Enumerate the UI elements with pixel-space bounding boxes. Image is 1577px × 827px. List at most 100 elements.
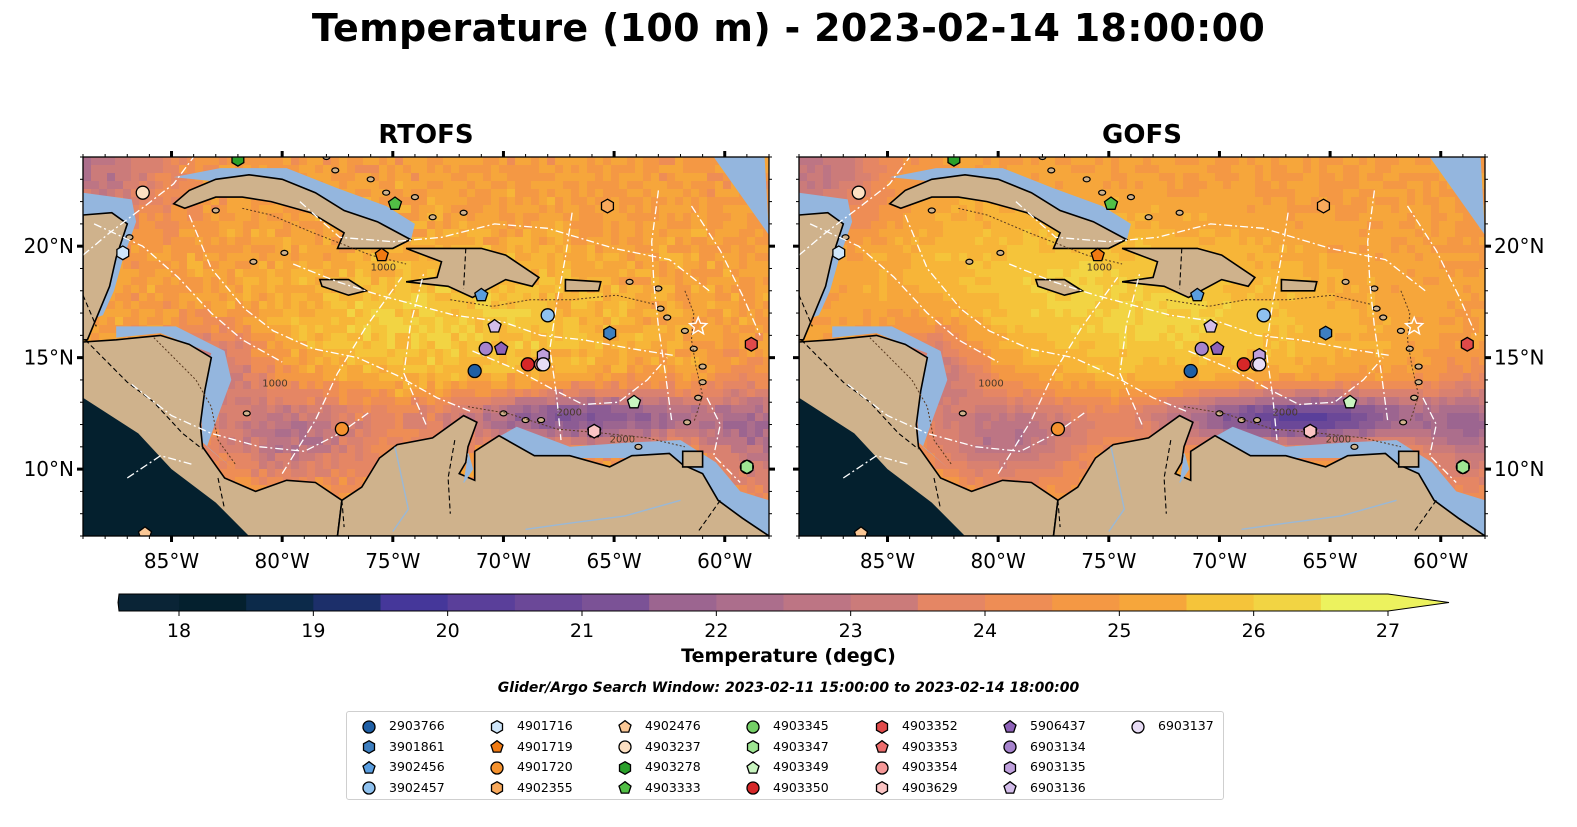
island bbox=[1414, 379, 1423, 386]
island bbox=[1372, 305, 1381, 312]
legend-label: 6903137 bbox=[1158, 718, 1214, 733]
legend-item-4901719: 4901719 bbox=[489, 737, 573, 757]
legend-marker-circle-icon bbox=[1003, 740, 1017, 754]
island bbox=[927, 207, 936, 214]
legend-symbol bbox=[1131, 719, 1145, 734]
contour-label: 2000 bbox=[557, 408, 582, 419]
island bbox=[1082, 176, 1091, 183]
island bbox=[280, 249, 289, 256]
land-mass bbox=[799, 211, 845, 341]
legend-symbol bbox=[875, 780, 889, 796]
island bbox=[1414, 363, 1423, 370]
legend-marker-circle-icon bbox=[490, 760, 504, 775]
legend-marker-circle-icon bbox=[362, 781, 376, 795]
legend-item-6903136: 6903136 bbox=[1002, 778, 1086, 798]
island bbox=[663, 314, 672, 321]
legend-label: 4903350 bbox=[773, 779, 829, 795]
colorbar-tick-label: 21 bbox=[570, 620, 594, 642]
island bbox=[499, 410, 508, 417]
panel-title-rtofs: RTOFS bbox=[378, 120, 474, 150]
eez-boundary bbox=[1008, 263, 1390, 357]
legend-item-4903333: 4903333 bbox=[617, 778, 701, 798]
colorbar-bin bbox=[246, 594, 314, 611]
legend-label: 4903349 bbox=[773, 759, 829, 774]
legend-label: 4902476 bbox=[645, 718, 701, 733]
lon-tick-label: 60°W bbox=[1413, 549, 1468, 573]
river bbox=[392, 446, 410, 532]
legend-item-4903352: 4903352 bbox=[874, 716, 958, 736]
legend-label: 4903354 bbox=[902, 759, 958, 774]
colorbar-bin bbox=[1119, 594, 1187, 611]
legend-item-3902457: 3902457 bbox=[361, 778, 445, 798]
float-marker-3901861 bbox=[1319, 325, 1333, 341]
eez-boundary bbox=[83, 157, 195, 256]
legend-label: 4903278 bbox=[645, 759, 701, 774]
colorbar-tick-label: 18 bbox=[167, 620, 191, 642]
legend-item-4903345: 4903345 bbox=[745, 716, 829, 736]
float-marker-4903347 bbox=[1456, 459, 1470, 475]
colorbar-bin bbox=[850, 594, 919, 611]
colorbar-bin bbox=[582, 594, 650, 611]
island bbox=[654, 285, 663, 292]
float-marker-4901720 bbox=[334, 421, 350, 437]
island bbox=[410, 194, 420, 201]
colorbar-tick-label: 20 bbox=[436, 620, 460, 642]
float-marker-4903237 bbox=[851, 185, 866, 200]
legend-marker-circle-icon bbox=[746, 719, 760, 734]
legend-label: 4903353 bbox=[902, 738, 958, 754]
country-border bbox=[83, 294, 97, 327]
colorbar-tick-label: 27 bbox=[1376, 620, 1400, 642]
island bbox=[1396, 327, 1406, 334]
legend-marker-pentagon-icon bbox=[875, 739, 889, 753]
land-mass bbox=[1034, 278, 1085, 297]
legend-label: 4902355 bbox=[517, 779, 573, 795]
contour-label: 1000 bbox=[371, 263, 396, 274]
contour-label: 2000 bbox=[1326, 434, 1351, 445]
land-mass bbox=[172, 173, 413, 250]
colorbar-bin bbox=[380, 594, 449, 611]
legend-item-6903134: 6903134 bbox=[1002, 737, 1086, 757]
island bbox=[1410, 394, 1419, 401]
island bbox=[459, 209, 468, 216]
float-marker-3902457 bbox=[540, 308, 555, 323]
legend-symbol bbox=[362, 739, 376, 755]
float-marker-6903137 bbox=[536, 357, 551, 372]
lon-tick-label: 65°W bbox=[586, 549, 641, 573]
legend-symbol bbox=[875, 760, 889, 775]
colorbar-tick-label: 22 bbox=[704, 620, 728, 642]
river bbox=[1108, 446, 1126, 532]
colorbar-bin bbox=[514, 594, 583, 611]
rtofs-map: 1000 2000 1000 2000 bbox=[83, 157, 769, 536]
contour-label: 1000 bbox=[262, 379, 287, 390]
lat-tick-label: 15°N bbox=[24, 346, 74, 370]
float-marker-3901861 bbox=[603, 325, 617, 341]
lake-maracaibo bbox=[1179, 453, 1190, 483]
legend-label: 6903134 bbox=[1030, 738, 1086, 754]
country-border bbox=[341, 500, 345, 528]
legend-label: 4901719 bbox=[517, 738, 573, 754]
colorbar-bin bbox=[985, 594, 1053, 611]
island bbox=[249, 258, 258, 265]
eez-boundary bbox=[549, 212, 573, 441]
island bbox=[1047, 167, 1056, 174]
colorbar-max-extend bbox=[1388, 594, 1449, 611]
legend-marker-pentagon-icon bbox=[618, 719, 632, 733]
lon-tick-label: 70°W bbox=[1192, 549, 1247, 573]
map-frame bbox=[798, 156, 1486, 537]
legend-label: 4903237 bbox=[645, 738, 701, 754]
colorbar-bin bbox=[1052, 594, 1120, 611]
legend-label: 4903629 bbox=[902, 779, 958, 795]
legend-symbol bbox=[618, 760, 632, 775]
float-marker-4903349 bbox=[1342, 394, 1358, 409]
float-marker-4901720 bbox=[1050, 421, 1066, 437]
eez-boundary bbox=[93, 223, 283, 363]
colorbar-tick-label: 19 bbox=[301, 620, 325, 642]
float-marker-4903347 bbox=[740, 459, 754, 475]
contour-label: 2000 bbox=[1273, 408, 1298, 419]
land-mass bbox=[318, 278, 369, 297]
shelf-water bbox=[889, 168, 1131, 242]
colorbar-bin bbox=[447, 594, 516, 611]
legend-symbol bbox=[490, 780, 504, 796]
legend-item-4903350: 4903350 bbox=[745, 778, 829, 798]
legend-symbol bbox=[362, 719, 376, 734]
